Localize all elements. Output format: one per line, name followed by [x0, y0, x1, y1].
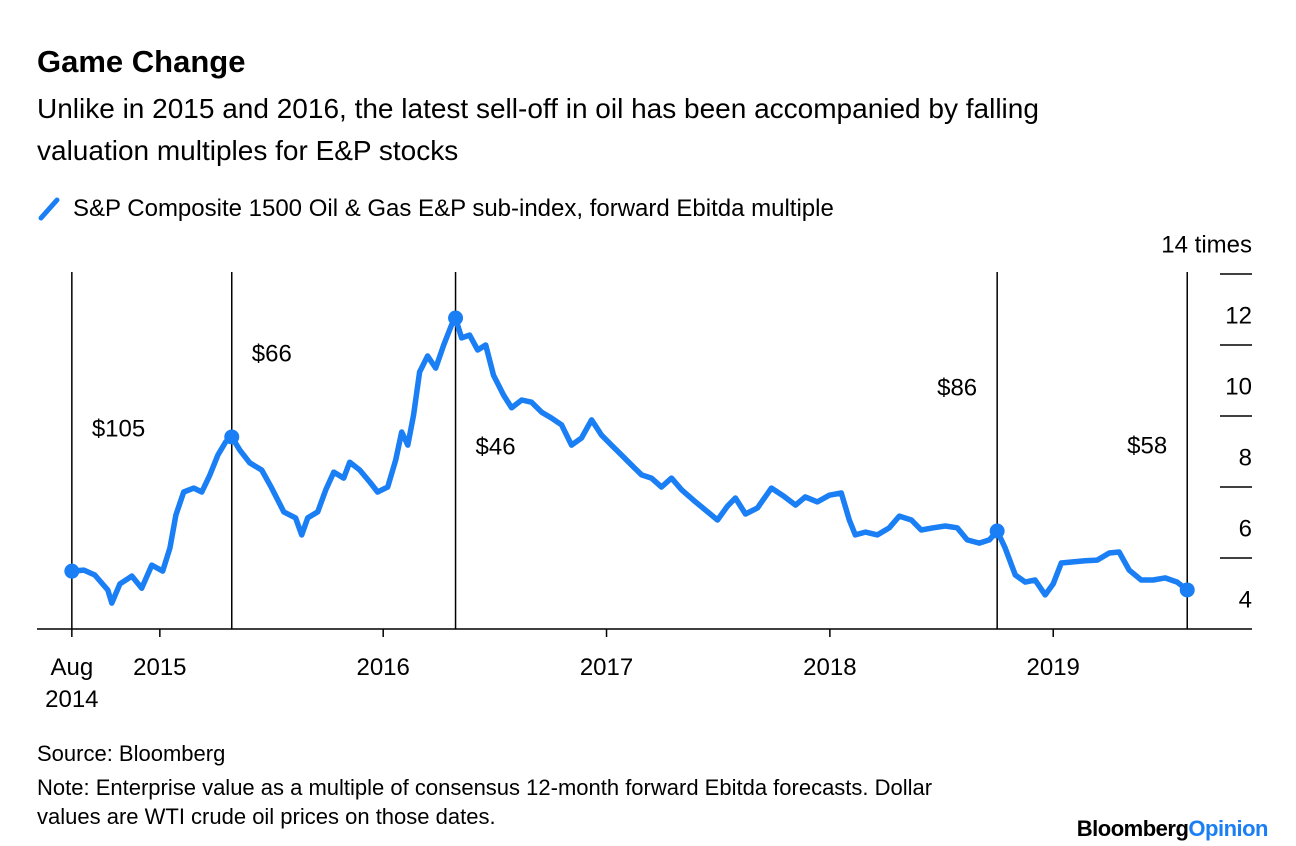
- x-tick-label: Aug 2014: [45, 654, 99, 713]
- y-tick-label: 10: [1225, 373, 1252, 400]
- y-tick-label: 6: [1239, 515, 1252, 542]
- event-label: $58: [1127, 432, 1167, 459]
- event-dot: [1179, 582, 1195, 598]
- event-dot: [64, 563, 80, 579]
- legend-swatch: [38, 197, 60, 221]
- legend: S&P Composite 1500 Oil & Gas E&P sub-ind…: [37, 195, 834, 223]
- chart-subtitle: Unlike in 2015 and 2016, the latest sell…: [37, 93, 1039, 166]
- data-line: [71, 315, 1189, 606]
- event-dot: [989, 523, 1005, 539]
- event-label: $86: [937, 374, 977, 401]
- event-label: $46: [476, 433, 516, 460]
- event-dot: [448, 310, 464, 326]
- y-tick-label: 4: [1239, 586, 1252, 613]
- x-tick-label: 2018: [803, 654, 857, 681]
- brand-name: Bloomberg: [1076, 816, 1189, 841]
- x-tick-label: 2016: [356, 654, 410, 681]
- brand-logo: BloombergOpinion: [1076, 816, 1269, 842]
- brand-section: Opinion: [1188, 816, 1268, 841]
- y-tick-label: 8: [1239, 444, 1252, 471]
- x-tick-label: 2019: [1026, 654, 1080, 681]
- event-label: $66: [252, 340, 292, 367]
- x-tick-label: 2015: [133, 654, 187, 681]
- event-label: $105: [92, 415, 145, 442]
- note: Note: Enterprise value as a multiple of …: [37, 775, 933, 829]
- y-tick-label: 14 times: [1161, 231, 1252, 258]
- event-dot: [224, 429, 240, 445]
- source: Source: Bloomberg: [37, 741, 226, 766]
- y-tick-label: 12: [1225, 302, 1252, 329]
- legend-label: S&P Composite 1500 Oil & Gas E&P sub-ind…: [73, 195, 834, 222]
- chart-title: Game Change: [37, 44, 246, 79]
- x-tick-label: 2017: [579, 654, 634, 681]
